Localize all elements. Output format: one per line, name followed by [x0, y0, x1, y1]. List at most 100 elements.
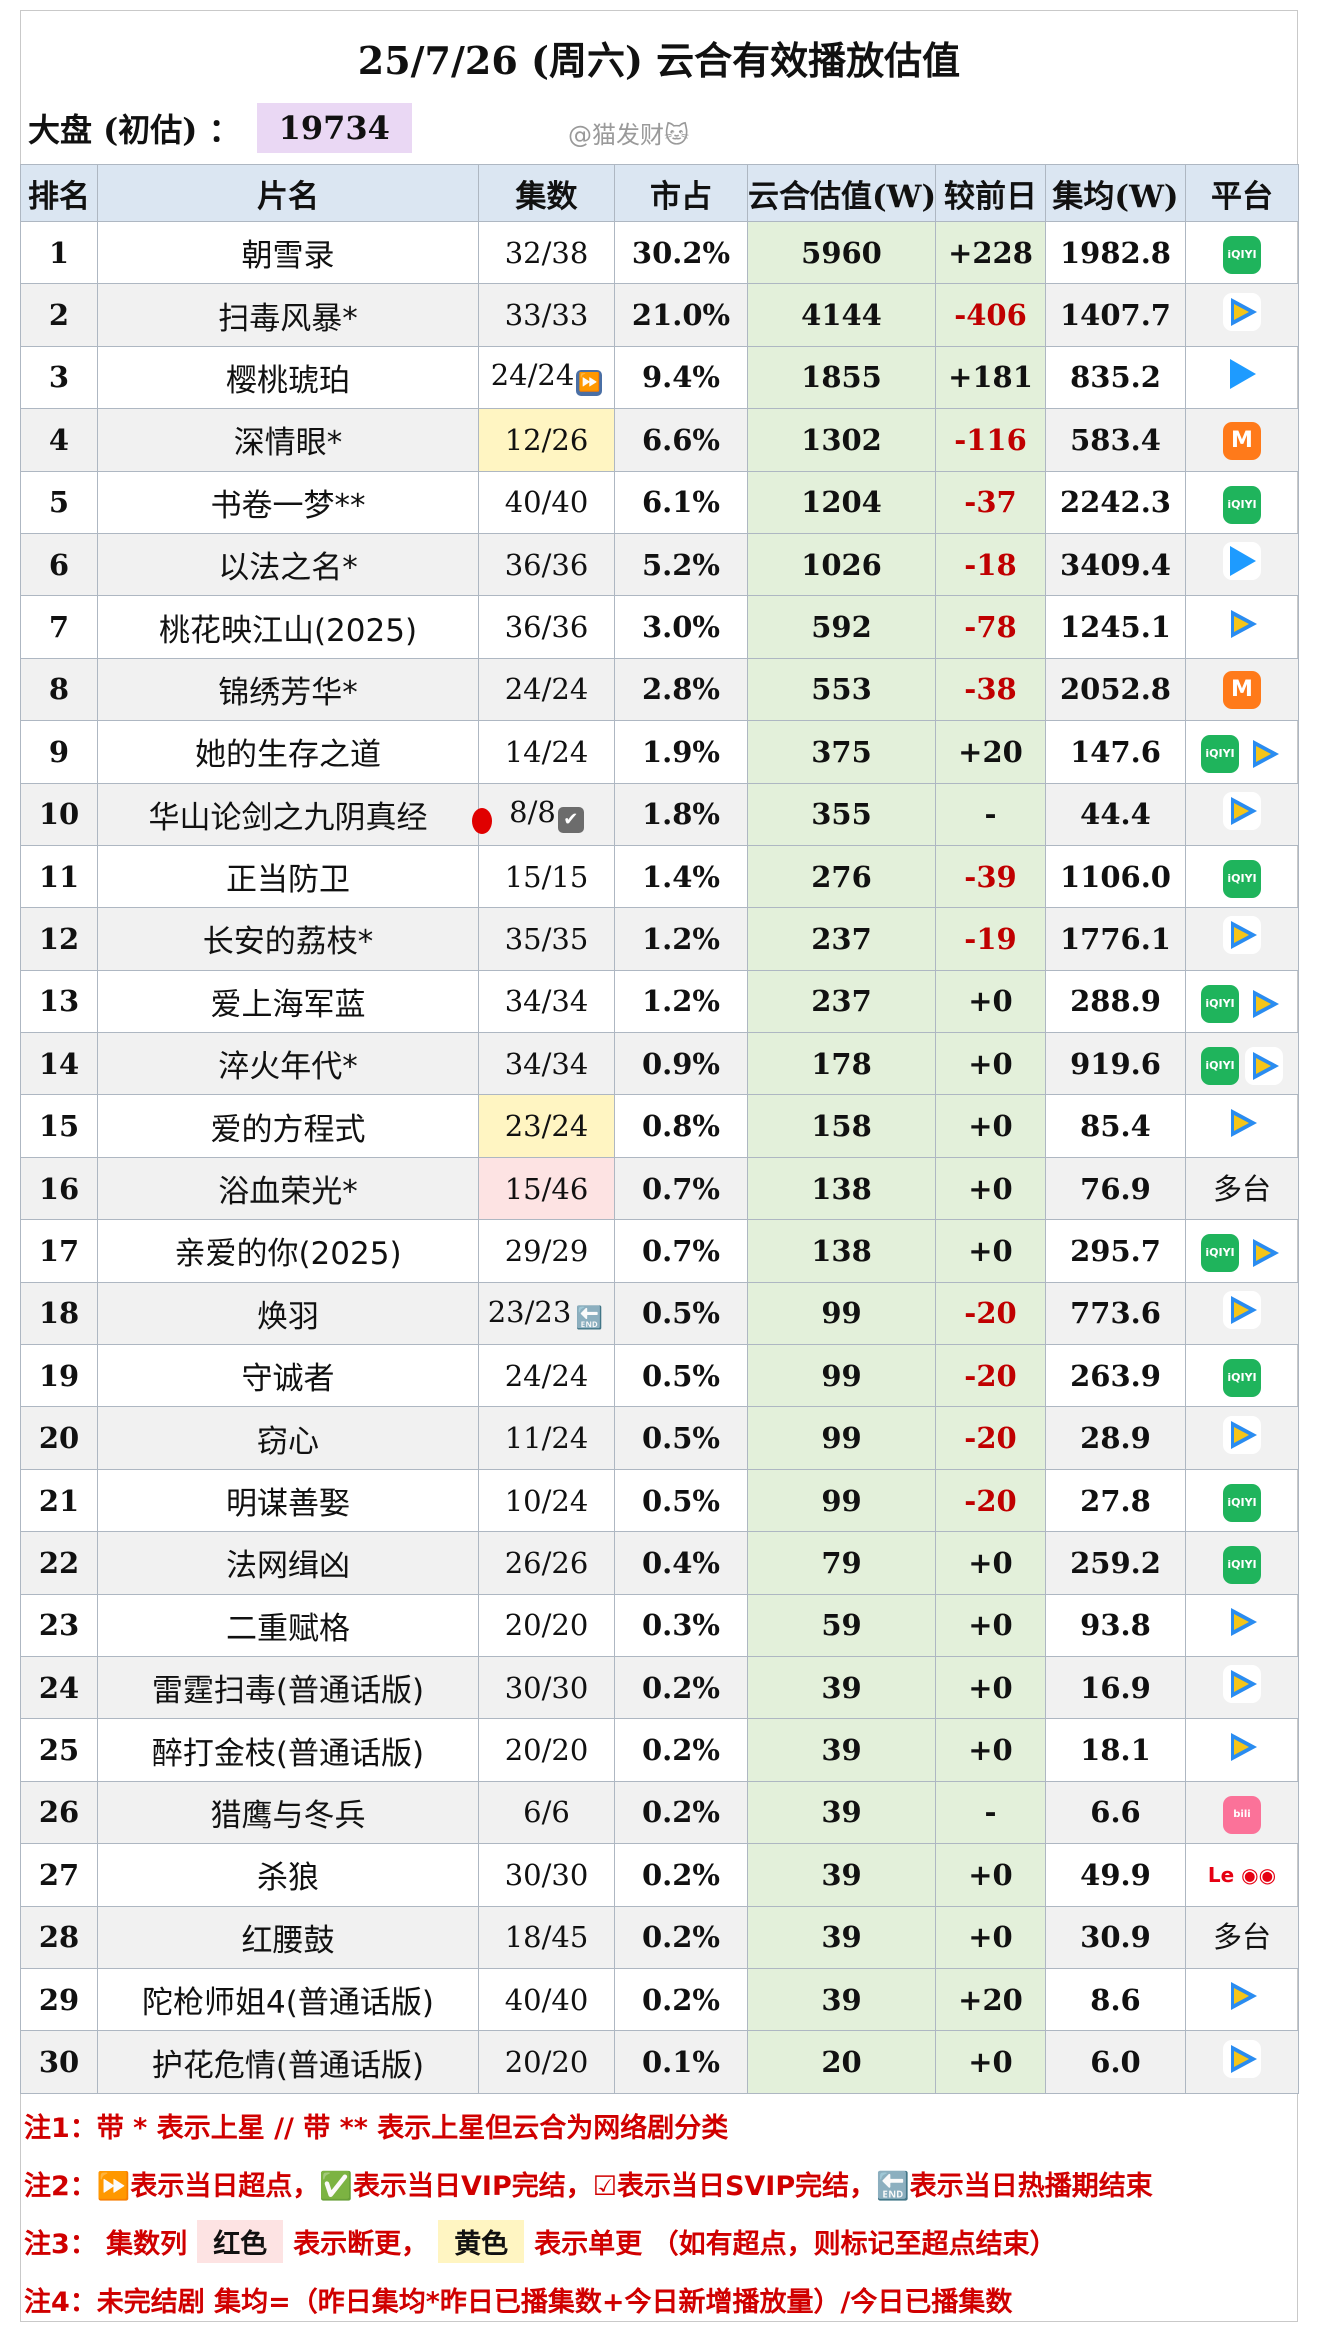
share-cell: 0.5%: [614, 1406, 748, 1470]
youku-icon: [1223, 542, 1261, 581]
tencent-icon: [1223, 916, 1261, 955]
change-cell: -37: [935, 470, 1046, 534]
change-cell: +0: [935, 1718, 1046, 1782]
platform-cell: [1185, 2030, 1299, 2094]
platform-cell: M: [1185, 408, 1299, 472]
tencent-icon: [1245, 984, 1283, 1023]
header-platform: 平台: [1185, 164, 1299, 222]
estimate-cell: 39: [747, 1843, 936, 1907]
estimate-cell: 1204: [747, 470, 936, 534]
header-rank: 排名: [20, 164, 98, 222]
episodes-cell: 23/23 🔚: [478, 1281, 615, 1346]
platform-cell: iQIYI: [1185, 1219, 1299, 1283]
mgtv-icon: M: [1223, 671, 1261, 710]
estimate-cell: 99: [747, 1281, 936, 1346]
change-cell: +228: [935, 220, 1046, 285]
estimate-cell: 592: [747, 595, 936, 659]
episodes-cell: 8/8 ✔: [478, 782, 615, 846]
title-cell: 正当防卫: [97, 844, 479, 909]
market-total-value: 19734: [256, 103, 412, 153]
table-row: 11 正当防卫 15/15 1.4% 276 -39 1106.0 iQIYI: [20, 844, 1299, 909]
table-row: 29 陀枪师姐4(普通话版) 40/40 0.2% 39 +20 8.6: [20, 1967, 1299, 2032]
avg-cell: 8.6: [1045, 1967, 1186, 2032]
tencent-icon: [1223, 1977, 1261, 2016]
episodes-cell: 34/34: [478, 969, 615, 1034]
rank-cell: 12: [20, 907, 98, 971]
share-cell: 0.5%: [614, 1281, 748, 1346]
iqiyi-icon: iQIYI: [1201, 1234, 1239, 1273]
table-row: 12 长安的荔枝* 35/35 1.2% 237 -19 1776.1: [20, 907, 1299, 971]
title-cell: 扫毒风暴*: [97, 283, 479, 347]
title-cell: 杀狼: [97, 1843, 479, 1907]
avg-cell: 773.6: [1045, 1281, 1186, 1346]
episodes-cell: 24/24 ⏩: [478, 345, 615, 410]
ranking-table: 排名 片名 集数 市占 云合估值(W) 较前日 集均(W) 平台 1 朝雪录 32/38 30.2%…: [20, 164, 1299, 2094]
share-cell: 21.0%: [614, 283, 748, 347]
platform-cell: [1185, 1655, 1299, 1720]
tencent-icon: [1223, 2039, 1261, 2078]
avg-cell: 3409.4: [1045, 532, 1186, 597]
platform-cell: bili: [1185, 1780, 1299, 1845]
rank-cell: 14: [20, 1032, 98, 1096]
platform-cell: 多台: [1185, 1905, 1299, 1969]
episodes-value: 6/6: [523, 1795, 570, 1830]
title-cell: 书卷一梦**: [97, 470, 479, 534]
estimate-cell: 20: [747, 2030, 936, 2094]
episodes-value: 15/15: [504, 859, 589, 894]
platform-cell: [1185, 1593, 1299, 1657]
rank-cell: 25: [20, 1718, 98, 1782]
change-cell: -: [935, 782, 1046, 846]
episodes-value: 26/26: [504, 1545, 589, 1580]
iqiyi-icon: iQIYI: [1223, 1484, 1261, 1522]
episodes-value: 33/33: [504, 298, 589, 333]
tencent-icon: [1223, 292, 1261, 331]
change-cell: -: [935, 1780, 1046, 1845]
episodes-value: 30/30: [504, 1857, 589, 1892]
estimate-cell: 1302: [747, 408, 936, 472]
end-arrow-icon: 🔚: [575, 1305, 603, 1331]
estimate-cell: 4144: [747, 283, 936, 347]
title-cell: 深情眼*: [97, 408, 479, 472]
page-title: 25/7/26 (周六) 云合有效播放估值: [357, 38, 961, 83]
episodes-value: 15/46: [504, 1171, 589, 1206]
avg-cell: 288.9: [1045, 969, 1186, 1034]
estimate-cell: 99: [747, 1406, 936, 1470]
table-row: 21 明谋善娶 10/24 0.5% 99 -20 27.8 iQIYI: [20, 1468, 1299, 1533]
change-cell: -116: [935, 408, 1046, 472]
change-cell: -20: [935, 1281, 1046, 1346]
change-cell: +0: [935, 1156, 1046, 1221]
share-cell: 0.4%: [614, 1531, 748, 1595]
episodes-cell: 36/36: [478, 532, 615, 597]
episodes-cell: 18/45: [478, 1905, 615, 1969]
estimate-cell: 99: [747, 1468, 936, 1533]
change-cell: -39: [935, 844, 1046, 909]
platform-cell: iQIYI: [1185, 220, 1299, 285]
rank-cell: 19: [20, 1344, 98, 1408]
tencent-icon: [1223, 604, 1261, 643]
share-cell: 1.2%: [614, 907, 748, 971]
table-body: 1 朝雪录 32/38 30.2% 5960 +228 1982.8 iQIYI 2 扫毒风暴* 3…: [20, 220, 1299, 2094]
platform-cell: iQIYI: [1185, 844, 1299, 909]
share-cell: 0.9%: [614, 1032, 748, 1096]
tencent-icon: [1223, 791, 1261, 830]
rank-cell: 15: [20, 1094, 98, 1158]
change-cell: +0: [935, 1219, 1046, 1283]
share-cell: 6.6%: [614, 408, 748, 472]
episodes-cell: 23/24: [478, 1094, 615, 1158]
table-row: 19 守诚者 24/24 0.5% 99 -20 263.9 iQIYI: [20, 1344, 1299, 1408]
change-cell: +0: [935, 1531, 1046, 1595]
episodes-cell: 20/20: [478, 2030, 615, 2094]
rank-cell: 8: [20, 657, 98, 722]
rank-cell: 4: [20, 408, 98, 472]
platform-cell: iQIYI: [1185, 1531, 1299, 1595]
estimate-cell: 59: [747, 1593, 936, 1657]
note-4: 注4：未完结剧 集均=（昨日集均*昨日已播集数+今日新增播放量）/今日已播集数: [24, 2286, 1013, 2318]
avg-cell: 28.9: [1045, 1406, 1186, 1470]
note-1: 注1：带 * 表示上星 // 带 ** 表示上星但云合为网络剧分类: [24, 2112, 729, 2144]
header-avg: 集均(W): [1045, 164, 1186, 222]
note-3-yellow-swatch: 黄色: [438, 2219, 525, 2263]
episodes-cell: 30/30: [478, 1655, 615, 1720]
title-cell: 雷霆扫毒(普通话版): [97, 1655, 479, 1720]
platform-cell: [1185, 1281, 1299, 1346]
avg-cell: 18.1: [1045, 1718, 1186, 1782]
